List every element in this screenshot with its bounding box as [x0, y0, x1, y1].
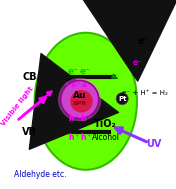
- Circle shape: [61, 81, 99, 119]
- Text: e⁻: e⁻: [132, 58, 142, 67]
- Text: CB: CB: [22, 72, 37, 82]
- Text: Aldehyde etc.: Aldehyde etc.: [14, 170, 67, 179]
- Text: Visible light: Visible light: [0, 86, 34, 127]
- Ellipse shape: [35, 33, 137, 170]
- Text: TiO₂: TiO₂: [94, 119, 117, 129]
- Text: UV: UV: [146, 139, 161, 149]
- Text: VB: VB: [22, 127, 37, 137]
- Text: e⁻: e⁻: [67, 67, 78, 76]
- Text: h$^+$: h$^+$: [68, 112, 81, 124]
- Text: h$^+$: h$^+$: [68, 131, 81, 143]
- Circle shape: [70, 90, 93, 112]
- Text: SPR: SPR: [73, 101, 87, 105]
- Text: e⁻: e⁻: [80, 67, 90, 76]
- Text: h$^+$: h$^+$: [80, 131, 92, 143]
- Circle shape: [58, 78, 101, 121]
- Text: e⁻: e⁻: [65, 81, 72, 86]
- Text: Alcohol: Alcohol: [92, 133, 120, 142]
- Text: e⁻ + H⁺ = H₂: e⁻ + H⁺ = H₂: [122, 90, 168, 96]
- Text: h$^+$: h$^+$: [80, 112, 92, 124]
- Circle shape: [116, 93, 128, 105]
- Text: Au: Au: [73, 91, 86, 100]
- Text: e⁻: e⁻: [76, 81, 83, 86]
- Text: e⁻: e⁻: [138, 36, 150, 46]
- Text: Pt: Pt: [118, 96, 127, 102]
